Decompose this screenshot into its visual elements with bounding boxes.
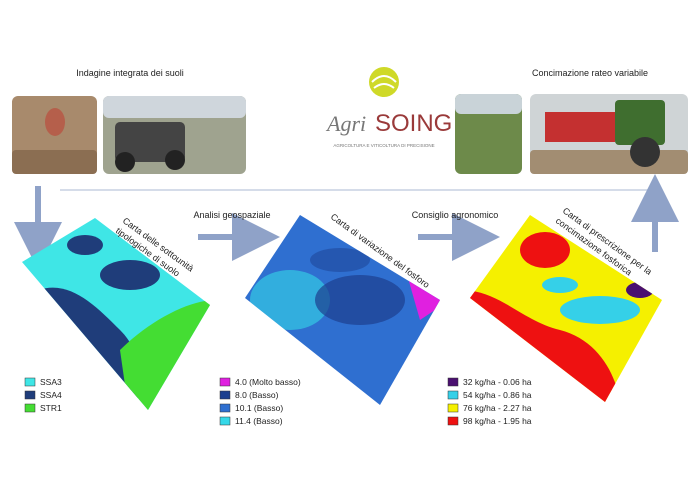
legend-swatch xyxy=(447,377,459,387)
section-title: Indagine integrata dei suoli xyxy=(76,68,184,78)
map xyxy=(470,215,662,402)
section-title: Concimazione rateo variabile xyxy=(532,68,648,78)
legend-label: STR1 xyxy=(40,403,62,413)
photo xyxy=(530,94,688,174)
legend-label: 10.1 (Basso) xyxy=(235,403,283,413)
legend-swatch xyxy=(24,403,36,413)
legend-label: 11.4 (Basso) xyxy=(235,416,283,426)
legend-swatch xyxy=(24,390,36,400)
legend-swatch xyxy=(219,390,231,400)
photo xyxy=(455,94,522,174)
legend-label: 4.0 (Molto basso) xyxy=(235,377,301,387)
legend-label: 32 kg/ha - 0.06 ha xyxy=(463,377,532,387)
legend-swatch xyxy=(447,390,459,400)
legend-swatch xyxy=(24,377,36,387)
logo-tagline: AGRICOLTURA E VITICOLTURA DI PRECISIONE xyxy=(333,143,434,148)
legend-label: SSA3 xyxy=(40,377,62,387)
legend-swatch xyxy=(219,416,231,426)
legend-swatch xyxy=(219,377,231,387)
logo-text: Agri xyxy=(325,111,366,136)
legends: SSA3 SSA4 STR1 4.0 (Molto basso) 8.0 (Basso)… xyxy=(24,377,532,426)
legend-swatch xyxy=(447,416,459,426)
photo xyxy=(103,96,246,174)
legend-label: 76 kg/ha - 2.27 ha xyxy=(463,403,532,413)
legend-label: 8.0 (Basso) xyxy=(235,390,279,400)
photo xyxy=(12,96,97,174)
logo: Agri SOING AGRICOLTURA E VITICOLTURA DI … xyxy=(325,67,452,148)
map xyxy=(245,215,440,405)
step-label: Analisi geospaziale xyxy=(193,210,270,220)
legend-label: 54 kg/ha - 0.86 ha xyxy=(463,390,532,400)
step-label: Consiglio agronomico xyxy=(412,210,499,220)
legend-swatch xyxy=(219,403,231,413)
legend-label: 98 kg/ha - 1.95 ha xyxy=(463,416,532,426)
legend-swatch xyxy=(447,403,459,413)
legend-label: SSA4 xyxy=(40,390,62,400)
logo-text: SOING xyxy=(375,110,452,137)
